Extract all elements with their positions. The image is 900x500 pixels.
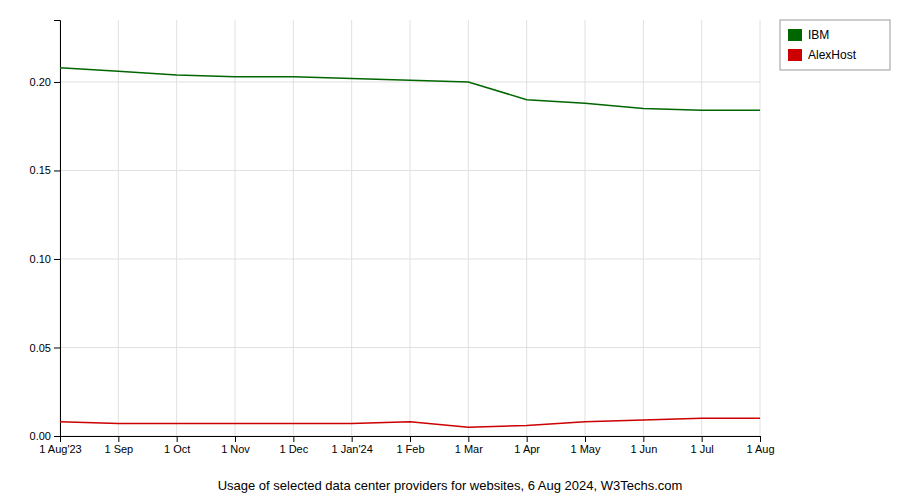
y-tick-label: 0.05 (30, 342, 51, 354)
legend-box (780, 20, 890, 70)
x-tick: 1 Aug (746, 436, 774, 455)
x-tick-mark (293, 436, 294, 442)
plot: 0.000.050.100.150.201 Aug'231 Sep1 Oct1 … (30, 20, 775, 455)
y-tick-label: 0.15 (30, 164, 51, 176)
x-tick-label: 1 Sep (104, 443, 133, 455)
lines (60, 68, 760, 427)
x-tick: 1 Oct (164, 436, 190, 455)
x-tick-mark (585, 436, 586, 442)
legend: IBM AlexHost (780, 20, 890, 70)
x-grid-line (701, 20, 702, 436)
legend-item: IBM (788, 28, 829, 42)
x-tick: 1 Dec (279, 436, 308, 455)
x-grid-line (351, 20, 352, 436)
y-tick: 0.00 (30, 430, 60, 442)
x-grid-line (643, 20, 644, 436)
x-tick-label: 1 May (571, 443, 601, 455)
x-tick-mark (468, 436, 469, 442)
line (60, 418, 760, 427)
x-tick: 1 Feb (396, 436, 424, 455)
y-tick-label: 0.10 (30, 253, 51, 265)
x-tick-mark (177, 436, 178, 442)
x-tick-mark (527, 436, 528, 442)
x-grid-line (118, 20, 119, 436)
x-tick-mark (702, 436, 703, 442)
x-tick-label: 1 Nov (221, 443, 250, 455)
y-axis: 0.00 0.05 0.10 0.15 0.20 (30, 21, 61, 443)
x-tick-label: 1 Jun (630, 443, 657, 455)
legend-item: AlexHost (788, 48, 857, 62)
x-tick-mark (410, 436, 411, 442)
y-tick: 0.10 (30, 253, 60, 265)
y-tick: 0.05 (30, 342, 60, 354)
x-tick: 1 Jan'24 (332, 436, 373, 455)
x-tick-label: 1 Mar (455, 443, 483, 455)
x-tick-mark (643, 436, 644, 442)
x-tick-label: 1 Jan'24 (332, 443, 373, 455)
x-tick-label: 1 Apr (514, 443, 540, 455)
legend-label: AlexHost (808, 48, 857, 62)
y-tick-mark (54, 82, 60, 83)
x-tick-label: 1 Dec (279, 443, 308, 455)
x-tick: 1 May (571, 436, 601, 455)
x-tick: 1 Jul (691, 436, 714, 455)
chart: 0.000.050.100.150.201 Aug'231 Sep1 Oct1 … (0, 0, 900, 500)
x-grid-line (176, 20, 177, 436)
x-grid-line (410, 20, 411, 436)
y-tick-mark (54, 259, 60, 260)
x-axis-line (61, 437, 761, 443)
x-axis: 1 Aug'23 1 Sep 1 Oct 1 Nov 1 Dec 1 Jan'24 1 Fe… (39, 436, 774, 455)
x-tick: 1 Apr (514, 436, 540, 455)
x-tick-mark (118, 436, 119, 442)
x-tick-mark (760, 436, 761, 442)
legend-label: IBM (808, 28, 829, 42)
x-tick-label: 1 Oct (164, 443, 190, 455)
x-tick-mark (235, 436, 236, 442)
x-tick: 1 Sep (104, 436, 133, 455)
legend-swatch (788, 49, 802, 61)
x-tick-label: 1 Aug (746, 443, 774, 455)
x-tick-label: 1 Aug'23 (39, 443, 81, 455)
x-tick: 1 Jun (630, 436, 657, 455)
x-tick: 1 Nov (221, 436, 250, 455)
x-tick: 1 Aug'23 (39, 436, 81, 455)
x-tick-label: 1 Feb (396, 443, 424, 455)
y-tick-mark (54, 170, 60, 171)
y-tick: 0.15 (30, 164, 60, 176)
x-tick-mark (352, 436, 353, 442)
x-grid-line (235, 20, 236, 436)
x-tick-label: 1 Jul (691, 443, 714, 455)
x-grid-line (585, 20, 586, 436)
x-tick-mark (60, 436, 61, 442)
y-tick-mark (54, 347, 60, 348)
y-axis-line (54, 21, 61, 437)
y-tick: 0.20 (30, 76, 60, 88)
x-grid-line (760, 20, 761, 436)
y-tick-label: 0.00 (30, 430, 51, 442)
y-tick-mark (54, 436, 60, 437)
x-grid-line (293, 20, 294, 436)
x-grid-line (526, 20, 527, 436)
x-tick: 1 Mar (455, 436, 483, 455)
legend-swatch (788, 29, 802, 41)
grid (60, 20, 760, 436)
title: Usage of selected data center providers … (218, 478, 683, 493)
line (60, 68, 760, 110)
y-tick-label: 0.20 (30, 76, 51, 88)
